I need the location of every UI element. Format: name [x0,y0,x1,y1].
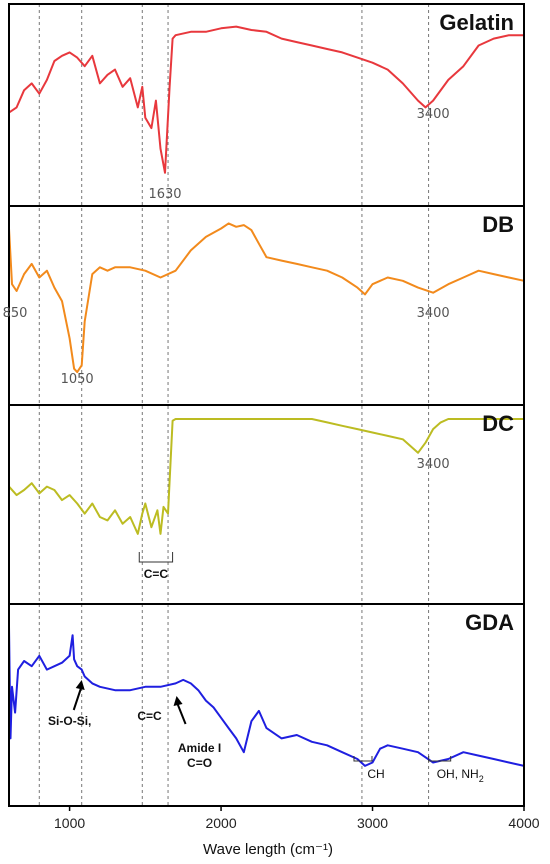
spectrum-gelatin [8,25,524,174]
spectra [8,25,525,767]
x-tick-label-2: 3000 [357,815,388,831]
panel-frames [8,3,525,807]
peak-label-db-2: 3400 [417,306,450,321]
annotation-oh-nh2-subscript: 2 [479,774,484,784]
x-axis-label: Wave length (cm⁻¹) [203,841,333,858]
reference-lines [38,4,430,806]
panel-title-db: DB [482,212,514,237]
spectrum-db [8,222,525,374]
oh-bracket [428,756,452,762]
arrowhead-si-o-si [75,680,85,690]
x-tick-label-0: 1000 [54,815,85,831]
annotation-oh-nh2: OH, NH2 [437,767,484,784]
annotations: Gelatin 1630 3400 DB 850 1050 3400 DC 3400 C=C GDA… [3,10,514,784]
x-tick-label-3: 4000 [508,815,539,831]
peak-label-db-1: 1050 [61,372,94,387]
panel-title-gelatin: Gelatin [439,10,514,35]
spectrum-dc [8,418,524,535]
panel-title-dc: DC [482,411,514,436]
peak-label-gelatin-0: 1630 [148,187,181,202]
cc-bracket-label: C=C [144,567,169,581]
x-axis: 1000 2000 3000 4000 [54,806,540,831]
peak-label-dc-0: 3400 [417,457,450,472]
cc-bracket [138,552,174,563]
ch-bracket [353,756,373,762]
x-tick-label-1: 2000 [205,815,236,831]
annotation-si-o-si: Si-O-Si, [48,714,91,728]
spectrum-gda [8,626,525,767]
peak-label-db-0: 850 [3,306,28,321]
arrow-si-o-si [72,685,83,711]
annotation-ch: CH [367,767,384,781]
peak-label-gelatin-1: 3400 [417,107,450,122]
annotation-cc: C=C [137,709,162,723]
panel-title-gda: GDA [465,610,514,635]
arrowhead-amide [173,696,183,706]
annotation-amide-i: Amide I [178,741,221,755]
annotation-co: C=O [187,756,212,770]
arrow-amide [176,703,187,725]
